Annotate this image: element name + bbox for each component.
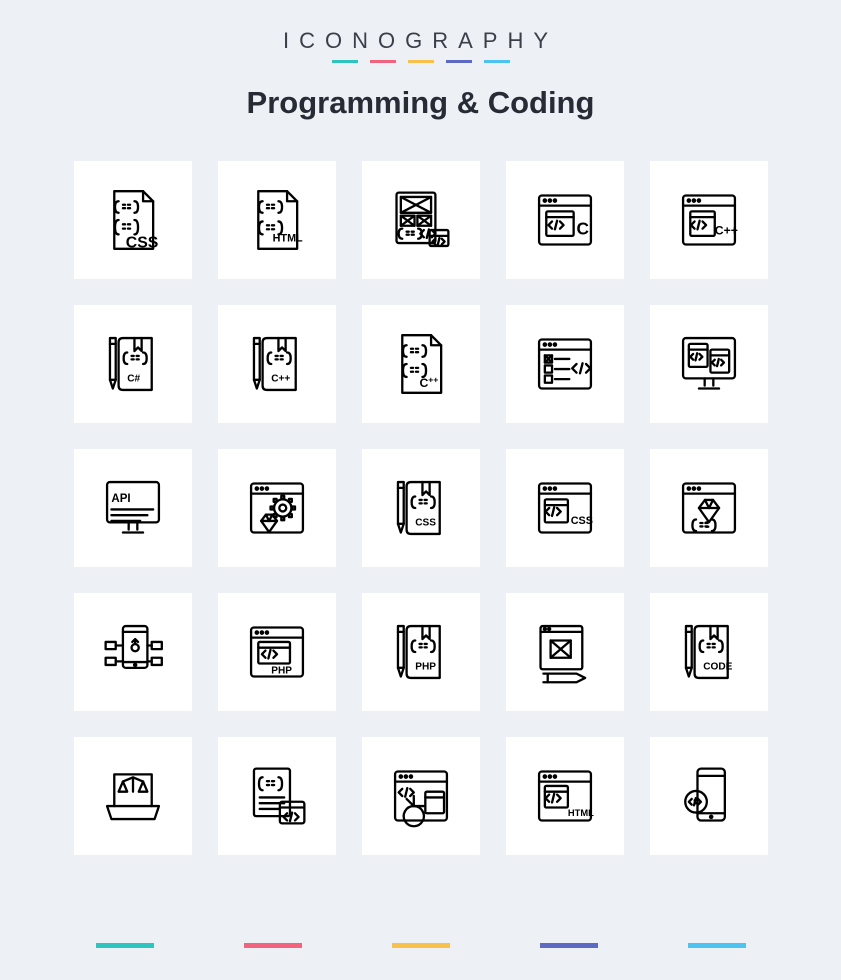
svg-text:CSS: CSS <box>415 517 436 528</box>
icon-tile <box>650 305 768 423</box>
accent-bar <box>96 943 154 948</box>
cpp-file-icon: C++ <box>385 328 457 400</box>
code-book-pen-icon: CODE <box>673 616 745 688</box>
accent-bar <box>332 60 358 63</box>
icon-tile <box>650 737 768 855</box>
icon-tile: C# <box>74 305 192 423</box>
html-file-icon: HTML <box>241 184 313 256</box>
icon-tile: HTML <box>506 737 624 855</box>
icon-tile <box>74 737 192 855</box>
html-browser-icon: HTML <box>529 760 601 832</box>
accent-bar <box>484 60 510 63</box>
icon-tile <box>218 449 336 567</box>
accent-bar <box>370 60 396 63</box>
icon-tile <box>74 593 192 711</box>
svg-text:C: C <box>576 218 588 238</box>
icon-tile: PHP <box>218 593 336 711</box>
icon-tile: C++ <box>650 161 768 279</box>
accent-bar <box>446 60 472 63</box>
svg-text:C: C <box>419 376 428 390</box>
icon-tile: CSS <box>74 161 192 279</box>
css-file-icon: CSS <box>97 184 169 256</box>
gem-gear-browser-icon <box>241 472 313 544</box>
svg-text:API: API <box>111 493 130 505</box>
code-doc-window-icon <box>241 760 313 832</box>
svg-text:C#: C# <box>127 373 140 384</box>
footer-accents <box>0 943 841 948</box>
icon-tile <box>362 161 480 279</box>
svg-text:PHP: PHP <box>271 666 292 677</box>
header: ICONOGRAPHY Programming & Coding <box>0 0 841 121</box>
icon-tile <box>650 449 768 567</box>
icon-tile <box>506 305 624 423</box>
icon-tile <box>218 737 336 855</box>
checklist-code-icon <box>529 328 601 400</box>
svg-text:C++: C++ <box>271 373 290 384</box>
brand-name: ICONOGRAPHY <box>0 28 841 54</box>
gem-code-browser-icon <box>673 472 745 544</box>
svg-text:CODE: CODE <box>703 661 732 672</box>
svg-text:CSS: CSS <box>125 234 158 251</box>
php-browser-icon: PHP <box>241 616 313 688</box>
api-monitor-icon: API <box>97 472 169 544</box>
css-browser-icon: CSS <box>529 472 601 544</box>
scale-laptop-icon <box>97 760 169 832</box>
c-browser-icon: C <box>529 184 601 256</box>
icon-tile: PHP <box>362 593 480 711</box>
accent-bar <box>540 943 598 948</box>
svg-text:HTML: HTML <box>567 808 593 818</box>
dual-window-monitor-icon <box>673 328 745 400</box>
csharp-book-pen-icon: C# <box>97 328 169 400</box>
icon-tile <box>506 593 624 711</box>
svg-text:CSS: CSS <box>570 515 592 527</box>
icon-tile: API <box>74 449 192 567</box>
svg-text:HTML: HTML <box>272 233 302 245</box>
svg-text:++: ++ <box>428 375 438 385</box>
accent-bar <box>392 943 450 948</box>
icon-tile: CODE <box>650 593 768 711</box>
icon-tile <box>362 737 480 855</box>
icon-grid: CSSHTML CC++C#C++C++ APICSSCSS PHPPHP <box>74 161 768 855</box>
accent-bar <box>408 60 434 63</box>
brand-underline <box>0 60 841 63</box>
icon-tile: HTML <box>218 161 336 279</box>
icon-tile: CSS <box>362 449 480 567</box>
icon-tile: C <box>506 161 624 279</box>
page-title: Programming & Coding <box>0 85 841 121</box>
css-book-pen-icon: CSS <box>385 472 457 544</box>
icon-tile: C++ <box>362 305 480 423</box>
icon-tile: CSS <box>506 449 624 567</box>
design-tablet-pen-icon <box>529 616 601 688</box>
icon-tile: C++ <box>218 305 336 423</box>
cpp-browser-icon: C++ <box>673 184 745 256</box>
accent-bar <box>688 943 746 948</box>
accent-bar <box>244 943 302 948</box>
mobile-code-badge-icon <box>673 760 745 832</box>
php-book-pen-icon: PHP <box>385 616 457 688</box>
svg-text:PHP: PHP <box>415 661 436 672</box>
analytics-browser-icon <box>385 760 457 832</box>
app-flow-icon <box>97 616 169 688</box>
svg-text:C++: C++ <box>714 223 737 237</box>
wireframe-code-icon <box>385 184 457 256</box>
cpp-book-pen-icon: C++ <box>241 328 313 400</box>
